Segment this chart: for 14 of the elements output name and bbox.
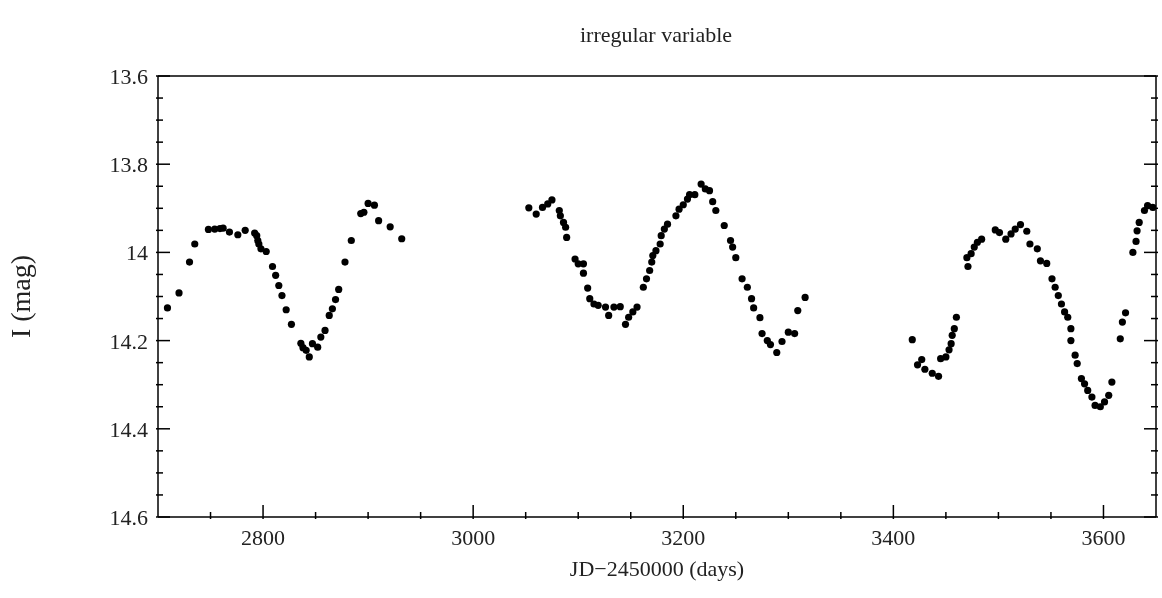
y-axis-title: I (mag) xyxy=(4,254,36,339)
y-tick-label: 14.6 xyxy=(109,505,148,530)
x-tick-label: 3400 xyxy=(871,525,916,550)
y-tick-label: 13.8 xyxy=(109,152,148,178)
x-tick-label: 2800 xyxy=(241,525,286,550)
x-tick-label: 3600 xyxy=(1081,525,1126,550)
x-tick-label: 3000 xyxy=(451,525,496,550)
y-tick-label: 14.4 xyxy=(109,416,148,442)
x-tick-label: 3200 xyxy=(661,525,706,550)
y-tick-label: 14.2 xyxy=(109,328,148,354)
chart-title: irregular variable xyxy=(578,22,734,48)
y-tick-label: 14 xyxy=(126,240,148,266)
x-axis-title: JD−2450000 (days) xyxy=(569,556,745,581)
y-tick-label: 13.6 xyxy=(109,64,148,89)
